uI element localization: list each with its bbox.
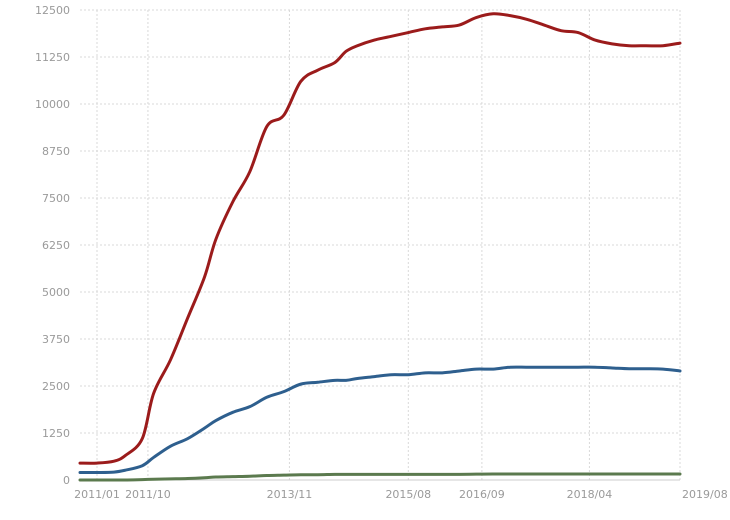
x-tick-label: 2011/01 [74,488,120,501]
y-tick-label: 7500 [42,192,70,205]
x-tick-label: 2016/09 [459,488,505,501]
x-tick-label: 2019/08 [682,488,728,501]
y-tick-label: 10000 [35,98,70,111]
x-tick-label: 2018/04 [567,488,613,501]
y-grid-lines [80,9,680,434]
x-tick-label: 2015/08 [385,488,431,501]
y-tick-label: 3750 [42,333,70,346]
y-tick-label: 2500 [42,380,70,393]
x-tick-label: 2011/10 [125,488,171,501]
series-line-2 [78,365,682,475]
series-layer [78,12,682,482]
y-tick-label: 12500 [35,4,70,17]
series-line-3 [78,472,682,482]
y-tick-label: 5000 [42,286,70,299]
x-tick-label: 2013/11 [267,488,313,501]
y-tick-label: 0 [63,474,70,487]
y-tick-label: 1250 [42,427,70,440]
y-tick-labels: 0 1250 2500 3750 5000 6250 7500 8750 10000 11250 1… [35,4,70,487]
x-tick-labels: 2011/01 2011/10 2013/11 2015/08 2016/09 2018/… [74,488,728,501]
y-tick-label: 11250 [35,51,70,64]
y-tick-label: 6250 [42,239,70,252]
series-line-1 [78,12,682,465]
y-tick-label: 8750 [42,145,70,158]
